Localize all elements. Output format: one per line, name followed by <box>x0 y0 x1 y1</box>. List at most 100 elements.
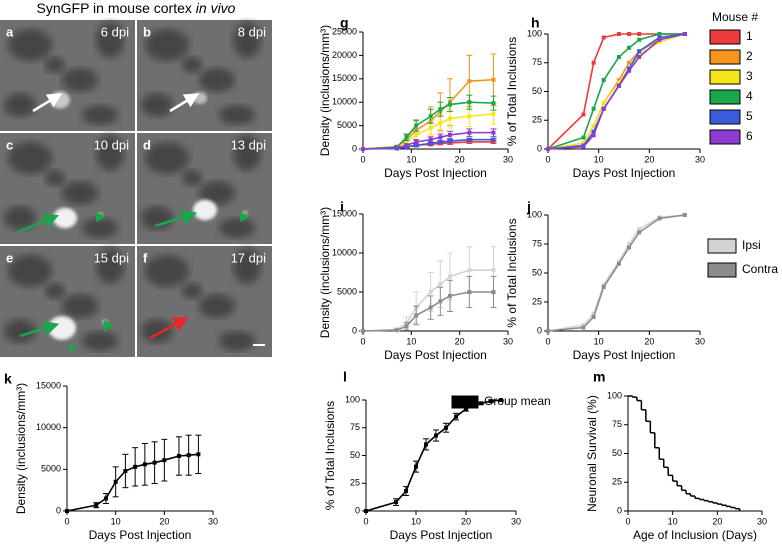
dark-region <box>145 142 189 174</box>
point <box>448 139 452 144</box>
point <box>627 66 632 71</box>
y-tick-label: 25 <box>532 296 542 306</box>
point <box>657 32 662 36</box>
point <box>581 112 586 117</box>
arrow <box>17 213 59 234</box>
y-tick-label: 0 <box>537 143 542 153</box>
title-main: SynGFP in mouse cortex <box>37 0 192 16</box>
point <box>434 433 438 438</box>
point <box>142 462 147 467</box>
y-axis-label: Density (inclusions/mm³) <box>318 25 332 156</box>
point <box>394 146 399 151</box>
point <box>103 496 108 501</box>
x-tick-label: 10 <box>411 516 421 526</box>
point <box>581 141 586 146</box>
point <box>491 130 496 135</box>
x-tick-label: 10 <box>406 154 416 164</box>
point <box>176 454 181 458</box>
y-tick-label: 100 <box>607 390 622 400</box>
dark-region <box>199 181 235 205</box>
series-line <box>365 399 502 512</box>
point <box>491 268 496 273</box>
dark-region <box>96 248 124 284</box>
dark-region <box>145 255 189 287</box>
panel-label: h <box>531 15 540 31</box>
legend-label: Ipsi <box>742 238 761 252</box>
dark-region <box>62 294 98 318</box>
point <box>394 500 398 505</box>
y-tick-label: 25000 <box>332 26 357 36</box>
y-tick-label: 5000 <box>337 120 357 130</box>
series-line <box>547 214 685 332</box>
point <box>682 32 687 36</box>
legend-swatch <box>709 109 741 125</box>
x-tick-label: 0 <box>545 336 550 346</box>
y-tick-label: 25 <box>612 477 622 487</box>
panel-label: e <box>6 250 13 265</box>
x-axis-label: Age of Inclusion (Days) <box>633 528 757 542</box>
point <box>616 78 621 82</box>
dark-region <box>182 170 202 186</box>
y-tick-label: 50 <box>612 448 622 458</box>
x-tick-label: 30 <box>208 516 218 526</box>
x-tick-label: 30 <box>503 154 513 164</box>
x-tick-label: 30 <box>695 336 705 346</box>
point <box>637 52 642 57</box>
cell <box>193 199 217 221</box>
y-axis-label: % of Total Inclusions <box>505 218 519 327</box>
panel-label: f <box>143 250 148 265</box>
point <box>627 60 632 65</box>
point <box>394 328 399 333</box>
cell <box>48 316 76 340</box>
dark-region <box>233 248 261 284</box>
point <box>448 102 452 107</box>
point <box>414 143 419 148</box>
y-tick-label: 75 <box>350 422 360 432</box>
y-tick-label: 0 <box>355 505 360 515</box>
point <box>65 509 69 513</box>
dark-region <box>96 135 124 171</box>
point <box>657 216 662 221</box>
time-label: 8 dpi <box>238 24 266 39</box>
point <box>361 329 365 333</box>
point <box>546 147 550 151</box>
x-axis-label: Days Post Injection <box>573 348 676 362</box>
panel-label: d <box>143 137 151 152</box>
point <box>467 290 472 294</box>
y-axis-label: % of Total Inclusions <box>323 401 337 510</box>
time-label: 17 dpi <box>231 250 267 265</box>
point <box>546 329 550 333</box>
point <box>414 123 419 128</box>
point <box>637 49 642 54</box>
x-tick-label: 0 <box>360 154 365 164</box>
point <box>657 37 662 42</box>
point <box>467 139 472 144</box>
y-tick-label: 75 <box>532 57 542 67</box>
arrow <box>154 210 198 228</box>
point <box>414 313 419 318</box>
point <box>627 245 632 250</box>
arrowhead <box>68 343 78 352</box>
y-tick-label: 0 <box>352 325 357 335</box>
x-tick-label: 20 <box>159 516 169 526</box>
point <box>627 45 632 50</box>
dark-region <box>82 105 118 125</box>
dark-region <box>219 331 255 351</box>
x-axis-label: Days Post Injection <box>384 166 487 180</box>
point <box>616 80 621 85</box>
series-line <box>547 33 686 150</box>
point <box>616 261 621 266</box>
point <box>404 135 409 140</box>
series-line <box>362 78 494 150</box>
y-tick-label: 10000 <box>332 247 357 257</box>
micrograph: d 13 dpi <box>137 133 272 244</box>
micrograph: a 6 dpi <box>0 20 135 131</box>
point <box>113 479 118 484</box>
point <box>448 293 452 298</box>
point <box>448 274 452 279</box>
legend-label: Group mean <box>484 394 551 408</box>
arrowhead <box>96 212 106 222</box>
point <box>404 489 408 494</box>
point <box>491 137 496 142</box>
legend-label: 4 <box>746 89 753 103</box>
